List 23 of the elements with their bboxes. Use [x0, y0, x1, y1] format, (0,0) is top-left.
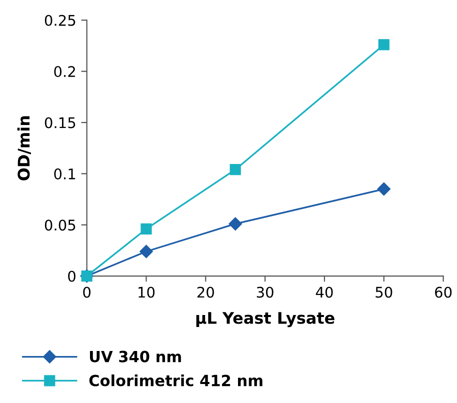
x-tick-label: 30: [256, 286, 274, 298]
y-tick-label: 0.1: [54, 168, 76, 180]
point: [230, 164, 241, 176]
y-tick-label: 0: [68, 270, 76, 282]
x-tick-label: 10: [138, 286, 155, 298]
y-tick-label: 0.15: [44, 117, 76, 128]
x-tick-label: 40: [316, 286, 333, 298]
point: [140, 223, 152, 235]
x-tick-label: 0: [83, 286, 90, 298]
x-tick-label: 20: [197, 286, 214, 298]
legend-label: UV 340 nm: [90, 350, 181, 362]
point: [228, 217, 242, 230]
legend-label: Colorimetric 412 nm: [89, 374, 262, 386]
x-tick-label: 50: [376, 286, 392, 298]
x-tick-label: 60: [435, 286, 452, 298]
x-axis-title: μL Yeast Lysate: [196, 312, 334, 328]
y-axis-title: OD/min: [17, 116, 31, 180]
point: [377, 182, 390, 196]
y-tick-label: 0.2: [54, 66, 75, 78]
y-tick-label: 0.05: [44, 220, 76, 231]
point: [140, 244, 153, 258]
y-tick-label: 0.25: [44, 14, 76, 26]
point: [378, 39, 390, 50]
